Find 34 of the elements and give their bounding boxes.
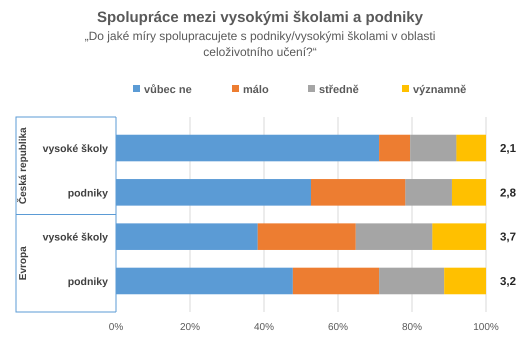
text: Evropa	[18, 246, 29, 280]
bar	[379, 268, 444, 294]
bar	[310, 179, 406, 206]
text: 3,7	[500, 232, 516, 244]
x-tick-label: 60%	[328, 322, 348, 333]
text: Česká republika	[17, 126, 29, 204]
y-tick-label: podniky	[68, 187, 108, 200]
text: 3,2	[500, 276, 516, 288]
x-tick-label: 0%	[108, 322, 124, 333]
chart-title: Spolupráce mezi vysokými školami a podniky	[97, 9, 424, 26]
bar	[379, 134, 410, 162]
bar	[452, 179, 486, 206]
x-tick-label: 40%	[254, 322, 274, 333]
bar	[292, 268, 380, 294]
bar	[444, 268, 486, 294]
bar	[432, 223, 486, 250]
y-tick-label: podniky	[68, 276, 108, 288]
text: 2,1	[500, 143, 517, 156]
x-tick-label: 100%	[473, 322, 499, 333]
y-tick-label: vysoké školy	[42, 143, 108, 156]
legend-label: významně	[413, 84, 466, 96]
x-tick-label: 80%	[402, 322, 422, 333]
chart-subtitle: „Do jaké míry spolupracujete s podniky/vysokými školami v oblasti celoživotního učení?“	[84, 29, 436, 59]
bar	[410, 134, 456, 162]
bar	[456, 134, 486, 162]
x-tick-label: 20%	[180, 322, 200, 333]
bar	[356, 223, 432, 250]
legend-label: středně	[319, 84, 359, 96]
y-tick-label: vysoké školy	[42, 232, 108, 244]
legend-label: vůbec ne	[144, 84, 192, 96]
bar	[405, 179, 452, 206]
legend-label: málo	[243, 84, 269, 96]
bar	[258, 223, 356, 250]
text: 2,8	[500, 187, 517, 200]
